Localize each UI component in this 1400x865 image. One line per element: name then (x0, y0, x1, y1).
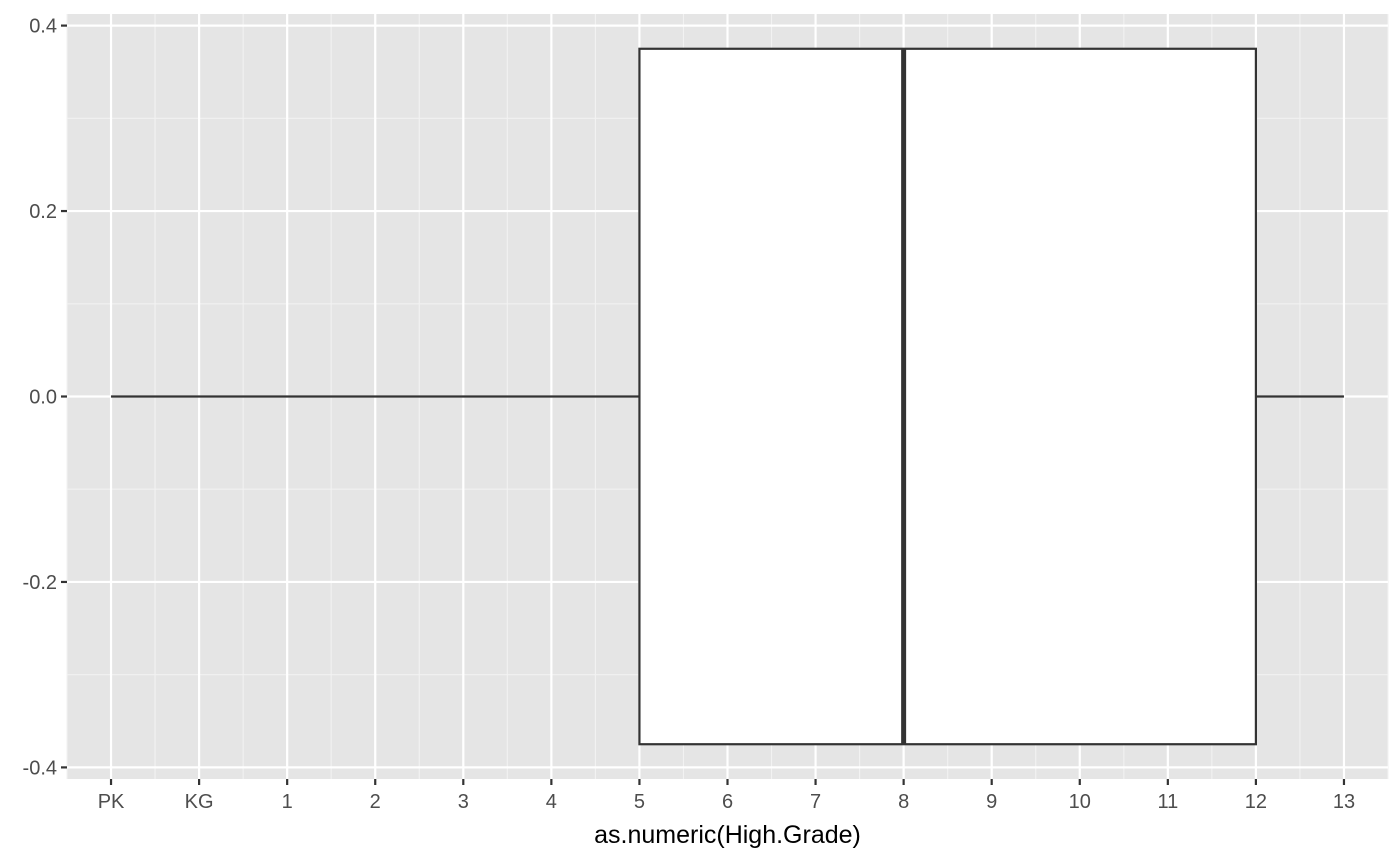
y-tick-label: 0.2 (29, 201, 57, 223)
y-tick-label: 0.0 (29, 387, 57, 409)
x-axis: PK KG 1 2 3 4 5 6 7 8 9 10 11 12 13 (98, 779, 1355, 813)
y-tick-label: -0.2 (23, 572, 57, 594)
x-tick-label: 2 (370, 791, 381, 813)
x-tick-label: 13 (1333, 791, 1355, 813)
x-tick-label: 9 (986, 791, 997, 813)
x-tick-label: PK (98, 791, 125, 813)
x-tick-label: 5 (634, 791, 645, 813)
x-tick-label: 7 (810, 791, 821, 813)
x-tick-label: 1 (282, 791, 293, 813)
y-axis: 0.4 0.2 0.0 -0.2 -0.4 (23, 16, 67, 779)
iqr-box (638, 47, 1258, 746)
y-tick-label: -0.4 (23, 757, 57, 779)
x-tick-label: 8 (898, 791, 909, 813)
x-tick-label: 11 (1157, 791, 1178, 813)
x-tick-label: KG (185, 791, 214, 813)
x-tick-label: 3 (458, 791, 469, 813)
x-axis-title: as.numeric(High.Grade) (594, 821, 861, 849)
y-tick-label: 0.4 (29, 16, 57, 38)
x-tick-label: 10 (1069, 791, 1091, 813)
x-tick-label: 4 (546, 791, 557, 813)
x-tick-label: 6 (722, 791, 733, 813)
x-tick-label: 12 (1245, 791, 1267, 813)
boxplot-marks (111, 47, 1344, 746)
